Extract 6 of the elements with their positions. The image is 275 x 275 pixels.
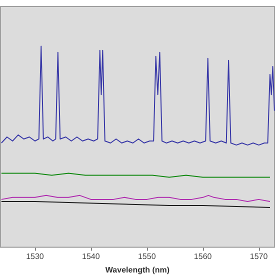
x-tick-label: 1570 (250, 252, 268, 261)
x-tick-label: 1530 (26, 252, 44, 261)
x-tick-label: 1540 (82, 252, 100, 261)
x-tick-label: 1560 (194, 252, 212, 261)
x-axis-title: Wavelength (nm) (105, 265, 170, 274)
x-tick-label: 1550 (138, 252, 156, 261)
